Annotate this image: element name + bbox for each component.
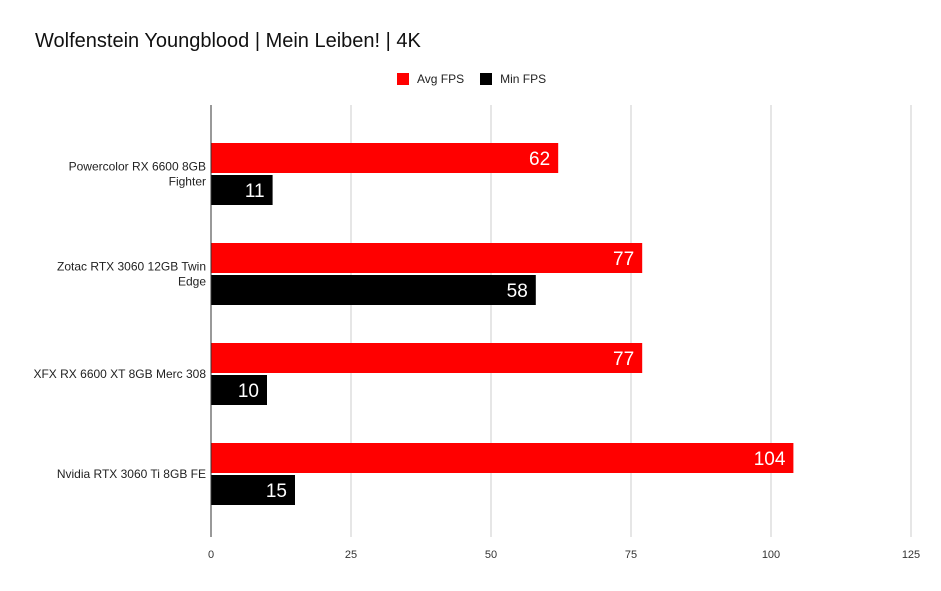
legend-label-min: Min FPS <box>500 72 547 86</box>
legend-item-avg: Avg FPS <box>397 72 464 86</box>
bar <box>211 443 794 473</box>
bar <box>211 343 643 373</box>
bar <box>211 243 643 273</box>
bar-data-label: 77 <box>613 349 634 370</box>
bar-data-label: 10 <box>238 381 259 402</box>
legend-swatch-avg <box>397 73 409 85</box>
bar <box>211 475 295 505</box>
category-label: Powercolor RX 6600 8GB Fighter <box>69 160 206 189</box>
bar <box>211 175 273 205</box>
bar-data-label: 77 <box>613 249 634 270</box>
chart-title: Wolfenstein Youngblood | Mein Leiben! | … <box>35 30 421 52</box>
x-tick-label: 50 <box>485 549 497 561</box>
category-label-line: Powercolor RX 6600 8GB <box>69 160 206 174</box>
bar <box>211 375 267 405</box>
bar-data-label: 104 <box>754 449 786 470</box>
bar-data-label: 62 <box>529 149 550 170</box>
bar <box>211 143 559 173</box>
x-tick-label: 25 <box>345 549 357 561</box>
category-label: XFX RX 6600 XT 8GB Merc 308 <box>33 367 206 381</box>
category-label-line: Nvidia RTX 3060 Ti 8GB FE <box>57 467 206 481</box>
category-label: Zotac RTX 3060 12GB Twin Edge <box>57 260 206 289</box>
category-label: Nvidia RTX 3060 Ti 8GB FE <box>57 467 206 481</box>
bar-data-label: 58 <box>507 281 528 302</box>
category-label-line: XFX RX 6600 XT 8GB Merc 308 <box>33 367 206 381</box>
legend-swatch-min <box>480 73 493 85</box>
legend-label-avg: Avg FPS <box>417 72 465 86</box>
x-tick-label: 100 <box>762 549 780 561</box>
legend: Avg FPS Min FPS <box>397 72 562 86</box>
legend-item-min: Min FPS <box>480 72 546 86</box>
category-label-line: Zotac RTX 3060 12GB Twin <box>57 260 206 274</box>
bar-data-label: 15 <box>266 481 287 502</box>
category-label-line: Fighter <box>169 175 206 189</box>
x-tick-label: 75 <box>625 549 637 561</box>
bar-data-label: 11 <box>245 181 265 202</box>
category-label-line: Edge <box>178 275 206 289</box>
bar <box>211 275 536 305</box>
x-tick-label: 125 <box>902 549 920 561</box>
x-tick-label: 0 <box>208 549 214 561</box>
